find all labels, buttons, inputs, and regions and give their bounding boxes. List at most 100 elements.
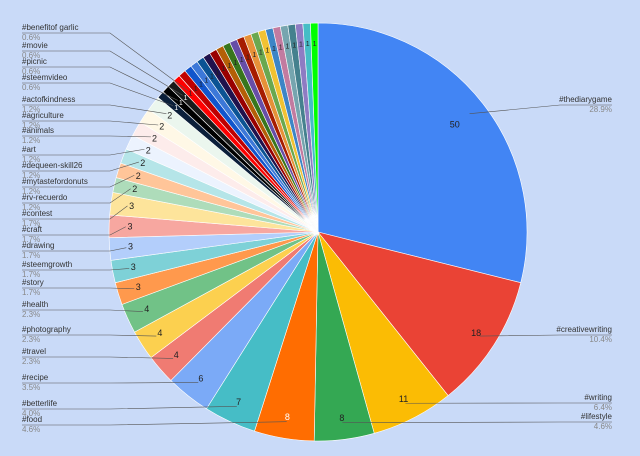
legend-percent: 4.6% bbox=[594, 422, 612, 431]
value-label: 1 bbox=[189, 91, 193, 98]
legend-percent: 2.3% bbox=[22, 335, 40, 344]
legend-label: #thediarygame bbox=[559, 95, 612, 104]
legend-label: #recipe bbox=[22, 373, 49, 382]
leader-line bbox=[479, 334, 612, 337]
leader-line bbox=[22, 161, 139, 172]
leader-line bbox=[22, 188, 131, 204]
legend-percent: 3.5% bbox=[22, 383, 40, 392]
legend-percent: 0.6% bbox=[22, 33, 40, 42]
legend-label: #drawing bbox=[22, 241, 54, 250]
legend-label: #dequeen-skill26 bbox=[22, 161, 83, 170]
value-label: 1 bbox=[252, 52, 256, 59]
value-label: 1 bbox=[292, 42, 296, 49]
value-label: 1 bbox=[313, 41, 317, 48]
pie-slice bbox=[317, 231, 522, 396]
legend-percent: 1.7% bbox=[22, 251, 40, 260]
value-label: 1 bbox=[184, 95, 188, 102]
legend-label: #picnic bbox=[22, 57, 47, 66]
leader-line bbox=[22, 148, 145, 156]
leader-line bbox=[22, 66, 178, 101]
leader-line bbox=[22, 82, 174, 106]
value-label: 3 bbox=[129, 201, 134, 211]
value-label: 1 bbox=[199, 82, 203, 89]
value-label: 4 bbox=[174, 350, 179, 360]
legend-label: #rv-recuerdo bbox=[22, 193, 68, 202]
value-label: 1 bbox=[265, 48, 269, 55]
leader-line bbox=[22, 104, 167, 114]
legend-label: #creativewriting bbox=[556, 325, 612, 334]
legend-percent: 0.6% bbox=[22, 51, 40, 60]
value-label: 1 bbox=[306, 41, 310, 48]
legend-label: #steemvideo bbox=[22, 73, 68, 82]
value-label: 2 bbox=[146, 145, 151, 155]
leader-line bbox=[22, 334, 157, 337]
leader-line bbox=[22, 356, 174, 359]
value-label: 1 bbox=[179, 100, 183, 107]
legend-percent: 1.7% bbox=[22, 270, 40, 279]
legend-label: #travel bbox=[22, 347, 46, 356]
legend-percent: 1.2% bbox=[22, 105, 40, 114]
value-label: 1 bbox=[227, 63, 231, 70]
pie-slice bbox=[310, 22, 319, 233]
value-label: 4 bbox=[144, 304, 149, 314]
value-label: 11 bbox=[399, 394, 408, 404]
value-label: 1 bbox=[194, 86, 198, 93]
legend-label: #mytastefordonuts bbox=[22, 177, 88, 186]
legend-percent: 2.3% bbox=[22, 310, 40, 319]
value-label: 1 bbox=[299, 42, 303, 49]
legend-label: #craft bbox=[22, 225, 43, 234]
legend-percent: 10.4% bbox=[589, 335, 612, 344]
legend-percent: 4.0% bbox=[22, 409, 40, 418]
value-label: 50 bbox=[450, 120, 460, 130]
value-label: 1 bbox=[204, 77, 208, 84]
legend-label: #agriculture bbox=[22, 111, 64, 120]
value-label: 1 bbox=[279, 44, 283, 51]
value-label: 1 bbox=[259, 50, 263, 57]
legend-percent: 1.2% bbox=[22, 171, 40, 180]
value-label: 18 bbox=[471, 328, 481, 338]
legend-percent: 1.7% bbox=[22, 219, 40, 228]
value-label: 1 bbox=[210, 74, 214, 81]
legend-percent: 0.6% bbox=[22, 83, 40, 92]
leader-line bbox=[22, 50, 183, 96]
legend-label: #movie bbox=[22, 41, 48, 50]
value-label: 1 bbox=[272, 46, 276, 53]
value-label: 1 bbox=[216, 70, 220, 77]
legend-percent: 1.7% bbox=[22, 235, 40, 244]
legend-percent: 1.2% bbox=[22, 136, 40, 145]
leader-line bbox=[22, 287, 135, 290]
legend-percent: 2.3% bbox=[22, 357, 40, 366]
value-label: 1 bbox=[240, 57, 244, 64]
legend-label: #benefitof garlic bbox=[22, 23, 78, 32]
value-label: 3 bbox=[131, 262, 136, 272]
value-label: 7 bbox=[236, 397, 241, 407]
value-label: 1 bbox=[222, 66, 226, 73]
value-label: 6 bbox=[198, 374, 203, 384]
legend-percent: 4.6% bbox=[22, 425, 40, 434]
legend-label: #animals bbox=[22, 126, 54, 135]
leader-line bbox=[22, 226, 126, 236]
legend-label: #betterlife bbox=[22, 399, 58, 408]
value-label: 3 bbox=[136, 282, 141, 292]
leader-line bbox=[22, 421, 287, 426]
leader-line bbox=[22, 309, 143, 312]
legend-percent: 1.2% bbox=[22, 155, 40, 164]
legend-label: #story bbox=[22, 278, 44, 287]
legend-label: #steemgrowth bbox=[22, 260, 72, 269]
value-label: 2 bbox=[136, 171, 141, 181]
legend-label: #food bbox=[22, 415, 42, 424]
value-label: 1 bbox=[246, 54, 250, 61]
leader-line bbox=[22, 382, 199, 384]
legend-percent: 1.7% bbox=[22, 288, 40, 297]
legend-percent: 1.2% bbox=[22, 187, 40, 196]
legend-percent: 0.6% bbox=[22, 67, 40, 76]
legend-percent: 6.4% bbox=[594, 403, 612, 412]
value-label: 1 bbox=[285, 43, 289, 50]
legend-label: #contest bbox=[22, 209, 53, 218]
value-label: 2 bbox=[167, 111, 172, 121]
leader-line bbox=[22, 32, 188, 91]
value-label: 8 bbox=[285, 412, 290, 422]
leader-line bbox=[22, 247, 127, 252]
legend-label: #photography bbox=[22, 325, 71, 334]
leader-line bbox=[342, 421, 612, 424]
